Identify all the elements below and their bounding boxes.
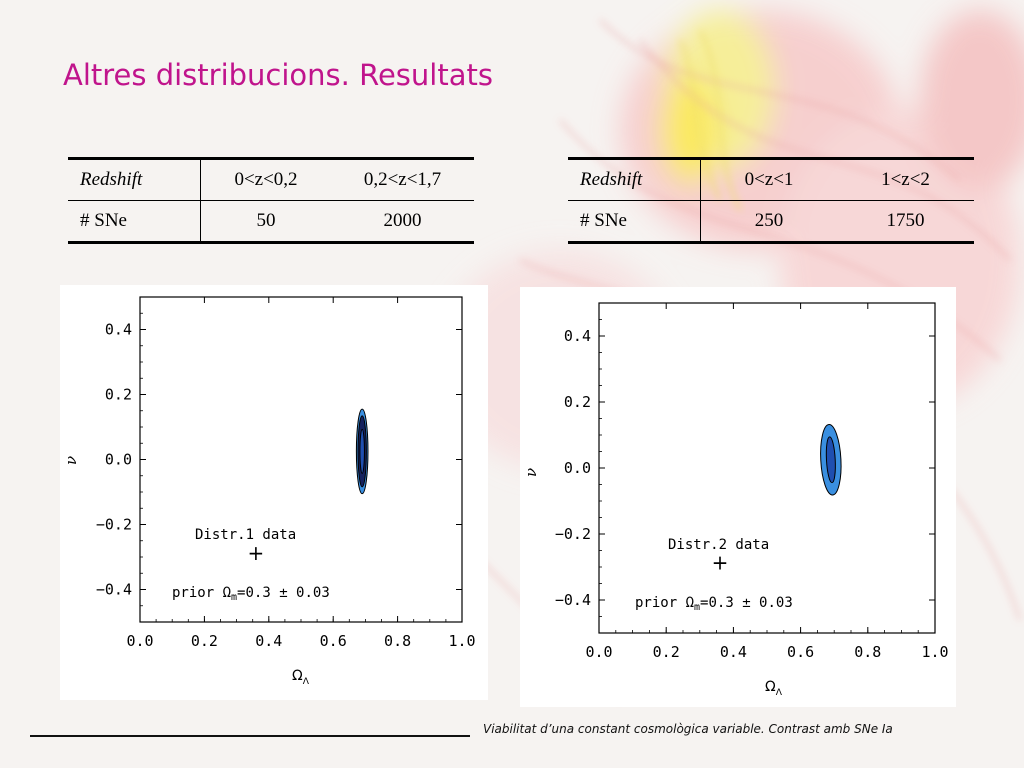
prior-marker: +	[712, 551, 729, 575]
x-tick-label: 0.6	[787, 643, 814, 661]
cell-count-1: 250	[700, 200, 837, 244]
x-tick-label: 1.0	[448, 632, 475, 650]
y-tick-label: 0.0	[105, 451, 132, 469]
header-redshift: Redshift	[568, 157, 701, 201]
contour-plot-2: 0.0 0.2 0.4 0.6 0.8 1.0 0.4 0.2 0.0 −0.2 −0.4 ΩΛ ν Di…	[520, 287, 956, 707]
header-redshift: Redshift	[68, 157, 201, 201]
plot-frame	[139, 296, 463, 623]
x-tick-label: 0.8	[384, 632, 411, 650]
distribution-table-2: Redshift 0<z<1 1<z<2 # SNe 250 1750	[568, 157, 974, 244]
x-tick-label: 0.8	[854, 643, 881, 661]
header-bin-2: 1<z<2	[837, 157, 974, 201]
header-bin-1: 0<z<0,2	[200, 157, 331, 201]
contour-plot-1: 0.0 0.2 0.4 0.6 0.8 1.0 0.4 0.2 0.0 −0.2 −0.4 ΩΛ ν Di…	[60, 285, 488, 700]
header-bin-2: 0,2<z<1,7	[331, 157, 474, 201]
header-bin-1: 0<z<1	[700, 157, 837, 201]
prior-marker: +	[248, 541, 265, 565]
footer-text: Viabilitat d’una constant cosmològica va…	[483, 722, 893, 736]
y-tick-label: −0.4	[555, 591, 591, 609]
prior-label: prior Ωm=0.3 ± 0.03	[172, 585, 330, 603]
y-tick-label: −0.2	[96, 516, 132, 534]
x-tick-label: 0.4	[255, 632, 282, 650]
x-tick-label: 0.2	[653, 643, 680, 661]
slide-title: Altres distribucions. Resultats	[63, 58, 493, 92]
plot-frame	[598, 302, 936, 634]
cell-count-1: 50	[200, 200, 331, 244]
contour-plot-2-svg: 0.0 0.2 0.4 0.6 0.8 1.0 0.4 0.2 0.0 −0.2 −0.4 ΩΛ ν Di…	[522, 302, 949, 698]
row-label-sne: # SNe	[568, 200, 701, 244]
x-tick-label: 0.0	[126, 632, 153, 650]
y-tick-label: −0.4	[96, 581, 132, 599]
prior-label: prior Ωm=0.3 ± 0.03	[635, 595, 793, 613]
footer-rule	[30, 735, 470, 737]
x-tick-label: 0.0	[585, 643, 612, 661]
cell-count-2: 1750	[837, 200, 974, 244]
x-tick-label: 1.0	[921, 643, 948, 661]
contour-plot-1-svg: 0.0 0.2 0.4 0.6 0.8 1.0 0.4 0.2 0.0 −0.2 −0.4 ΩΛ ν Di…	[62, 296, 476, 687]
y-tick-label: 0.2	[105, 386, 132, 404]
x-axis-label: ΩΛ	[765, 679, 783, 698]
y-tick-label: 0.4	[105, 321, 132, 339]
legend-label: Distr.1 data	[195, 527, 296, 543]
x-tick-label: 0.6	[320, 632, 347, 650]
y-tick-label: 0.0	[564, 459, 591, 477]
contour-level-2	[825, 436, 836, 484]
x-tick-label: 0.2	[191, 632, 218, 650]
y-tick-label: 0.2	[564, 393, 591, 411]
distribution-table-1: Redshift 0<z<0,2 0,2<z<1,7 # SNe 50 2000	[68, 157, 474, 244]
x-axis-label: ΩΛ	[292, 668, 310, 687]
y-axis-label: ν	[522, 468, 540, 477]
y-tick-label: −0.2	[555, 525, 591, 543]
y-axis-label: ν	[62, 456, 80, 465]
contour-level-3	[359, 428, 365, 474]
legend-label: Distr.2 data	[668, 537, 769, 553]
cell-count-2: 2000	[331, 200, 474, 244]
x-tick-label: 0.4	[720, 643, 747, 661]
row-label-sne: # SNe	[68, 200, 201, 244]
y-tick-label: 0.4	[564, 327, 591, 345]
